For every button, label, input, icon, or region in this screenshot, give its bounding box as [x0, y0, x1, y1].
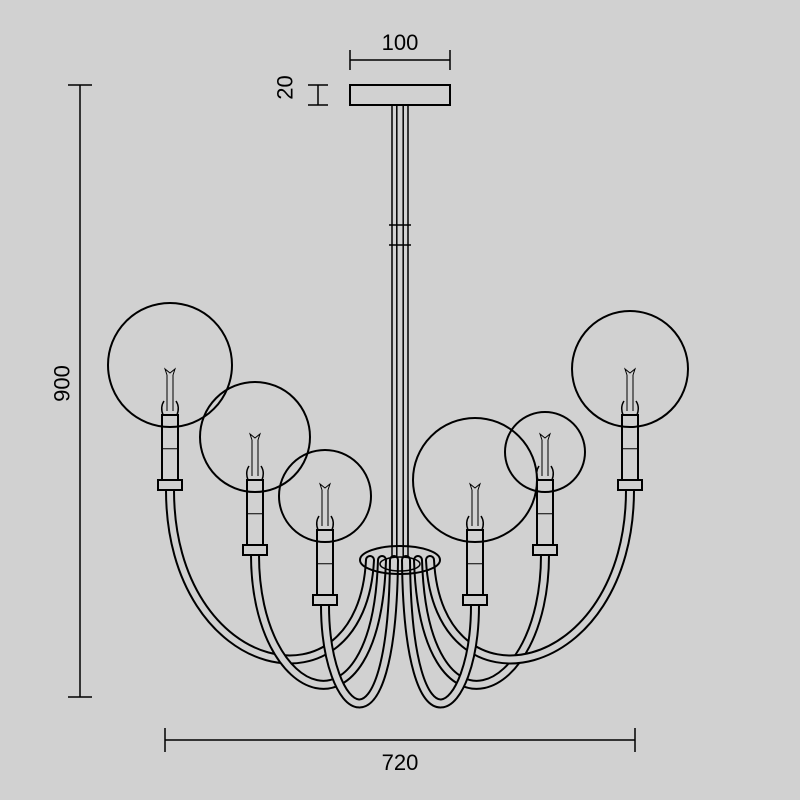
dim-width-label: 720 — [382, 750, 419, 775]
filament-mid-left — [250, 434, 260, 440]
socket-collar-far-right — [618, 480, 642, 490]
socket-collar-mid-right — [533, 545, 557, 555]
bulb-globe-far-left — [108, 303, 232, 427]
socket-collar-mid-left — [243, 545, 267, 555]
filament-near-left — [320, 484, 330, 490]
filament-far-right — [625, 369, 635, 375]
filament-mid-right — [540, 434, 550, 440]
filament-near-right — [470, 484, 480, 490]
bulb-globe-far-right — [572, 311, 688, 427]
dim-height-label: 900 — [50, 365, 75, 402]
dim-canopy-height-label: 20 — [273, 75, 298, 99]
socket-collar-far-left — [158, 480, 182, 490]
bulb-globe-near-left — [279, 450, 371, 542]
dim-canopy-width-label: 100 — [382, 30, 419, 55]
canopy — [350, 85, 450, 105]
chandelier-technical-drawing: 900 720 100 20 — [0, 0, 800, 800]
filament-far-left — [165, 369, 175, 375]
socket-collar-near-left — [313, 595, 337, 605]
socket-collar-near-right — [463, 595, 487, 605]
bulb-globe-near-right — [413, 418, 537, 542]
bulb-globe-mid-left — [200, 382, 310, 492]
